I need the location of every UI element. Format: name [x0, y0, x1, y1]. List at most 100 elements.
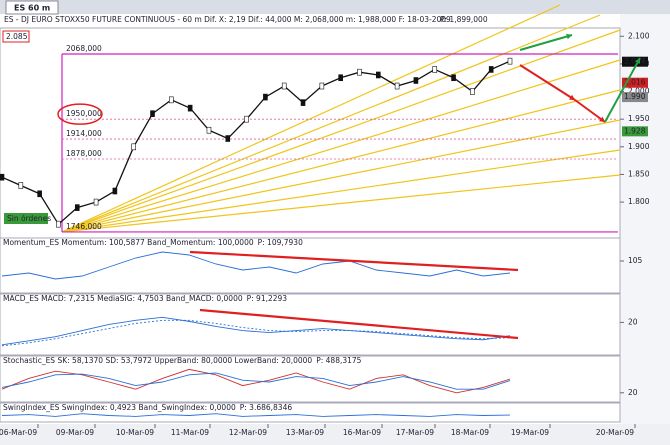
- indicator-line: [1, 251, 511, 280]
- candle: [131, 143, 137, 151]
- indicator-line: [1, 368, 511, 394]
- price-axis-bg: [620, 14, 670, 424]
- arrow-head: [634, 58, 640, 64]
- candle: [488, 66, 494, 73]
- candle: [507, 57, 513, 65]
- price-tick-label: 2.000: [628, 87, 650, 96]
- arrow: [519, 64, 576, 101]
- panel-frame: [0, 402, 621, 423]
- price-tick-label: 1.900: [628, 142, 650, 151]
- panel-frame: [0, 237, 621, 294]
- arrow: [604, 57, 641, 123]
- candle: [150, 110, 155, 117]
- panel-title: SwingIndex_ES SwingIndex: 0,4923 Band_Sw…: [3, 403, 236, 412]
- level-label: 1746,000: [66, 222, 102, 231]
- date-label: 17-Mar-09: [396, 428, 434, 437]
- date-label: 12-Mar-09: [229, 428, 267, 437]
- fan-line: [61, 89, 621, 233]
- candle: [375, 71, 381, 79]
- candle: [37, 190, 42, 198]
- candle: [319, 82, 325, 90]
- candle: [451, 74, 456, 82]
- fan-line: [61, 174, 621, 233]
- price-flag: [622, 126, 648, 137]
- level-label: 1914,000: [66, 129, 102, 138]
- tab-bar: [0, 0, 670, 14]
- top-box-label: 2.085: [6, 32, 28, 41]
- orders-label: Sin órdenes: [7, 214, 51, 223]
- candle: [225, 135, 231, 142]
- price-tick-label: 2.100: [628, 31, 650, 40]
- price-flag-label: 1.928: [624, 126, 646, 135]
- price-flag-label: 2.016: [624, 78, 646, 87]
- indicator-line: [1, 372, 511, 390]
- price-flag: [622, 92, 648, 103]
- panel-title: Stochastic_ES SK: 58,1370 SD: 53,7972 Up…: [3, 356, 312, 365]
- candle: [432, 66, 438, 73]
- price-tick-label: 1.950: [628, 114, 650, 123]
- panel-p: P: 91,2293: [247, 294, 288, 303]
- tab-label[interactable]: ES 60 m: [14, 4, 50, 13]
- candle: [93, 198, 99, 206]
- trend-line: [199, 308, 519, 340]
- panel-frame: [0, 355, 621, 403]
- price-flag: [622, 77, 648, 88]
- header: ES - DJ EURO STOXX50 FUTURE CONTINUOUS -…: [4, 15, 451, 24]
- panel-title: Momentum_ES Momentum: 100,5877 Band_Mome…: [3, 238, 254, 247]
- candle: [244, 115, 249, 123]
- panel-tick-label: 20: [628, 388, 638, 397]
- candle: [357, 68, 362, 76]
- arrow-head: [599, 116, 605, 122]
- panel-tick-label: 105: [628, 256, 643, 265]
- candle: [300, 99, 306, 106]
- date-label: 13-Mar-09: [286, 428, 324, 437]
- trend-line: [189, 250, 519, 272]
- indicator-line: [1, 413, 511, 417]
- price-flag: [622, 56, 648, 67]
- candle: [413, 77, 419, 84]
- candle: [470, 88, 475, 95]
- fan-line: [61, 29, 621, 233]
- candle: [0, 173, 5, 181]
- arrow-head: [566, 33, 572, 40]
- candle: [74, 204, 80, 211]
- candle: [18, 182, 24, 189]
- panel-p: P: 109,7930: [258, 238, 303, 247]
- fan-line: [61, 4, 561, 233]
- orders-box: [4, 213, 48, 224]
- date-label: 09-Mar-09: [56, 428, 94, 437]
- price-tick-label: 1.850: [628, 169, 650, 178]
- fan-line: [61, 149, 621, 233]
- date-axis-bg: [0, 424, 670, 445]
- candle: [394, 82, 400, 90]
- price-line: [1, 60, 511, 226]
- date-label: 18-Mar-09: [451, 428, 489, 437]
- arrow-head: [569, 94, 575, 100]
- arrow: [574, 99, 606, 123]
- panel-tick-label: 20: [628, 317, 638, 326]
- date-label: 11-Mar-09: [171, 428, 209, 437]
- header-p: P: 1,899,000: [440, 15, 488, 24]
- price-tick-label: 1.800: [628, 197, 650, 206]
- date-label: 10-Mar-09: [116, 428, 154, 437]
- fan-line: [61, 119, 621, 233]
- panel-frame: [0, 293, 621, 356]
- indicator-line: [1, 319, 511, 347]
- price-flag-label: 2.054: [624, 57, 646, 66]
- level-label: 1878,000: [66, 149, 102, 158]
- candle: [112, 187, 118, 195]
- panel-p: P: 488,3175: [316, 356, 361, 365]
- fan-line: [61, 14, 601, 233]
- panel-p: P: 3.686,8346: [240, 403, 293, 412]
- indicator-line: [1, 316, 511, 346]
- panel-title: MACD_ES MACD: 7,2315 MediaSIG: 4,7503 Ba…: [3, 294, 243, 303]
- candle: [56, 220, 61, 228]
- candle: [187, 104, 193, 112]
- date-label: 20-Mar-09: [596, 428, 634, 437]
- fan-line: [61, 59, 621, 233]
- arrow: [519, 34, 573, 51]
- tab[interactable]: [5, 0, 59, 15]
- highlight: [57, 103, 103, 125]
- candle: [338, 74, 343, 82]
